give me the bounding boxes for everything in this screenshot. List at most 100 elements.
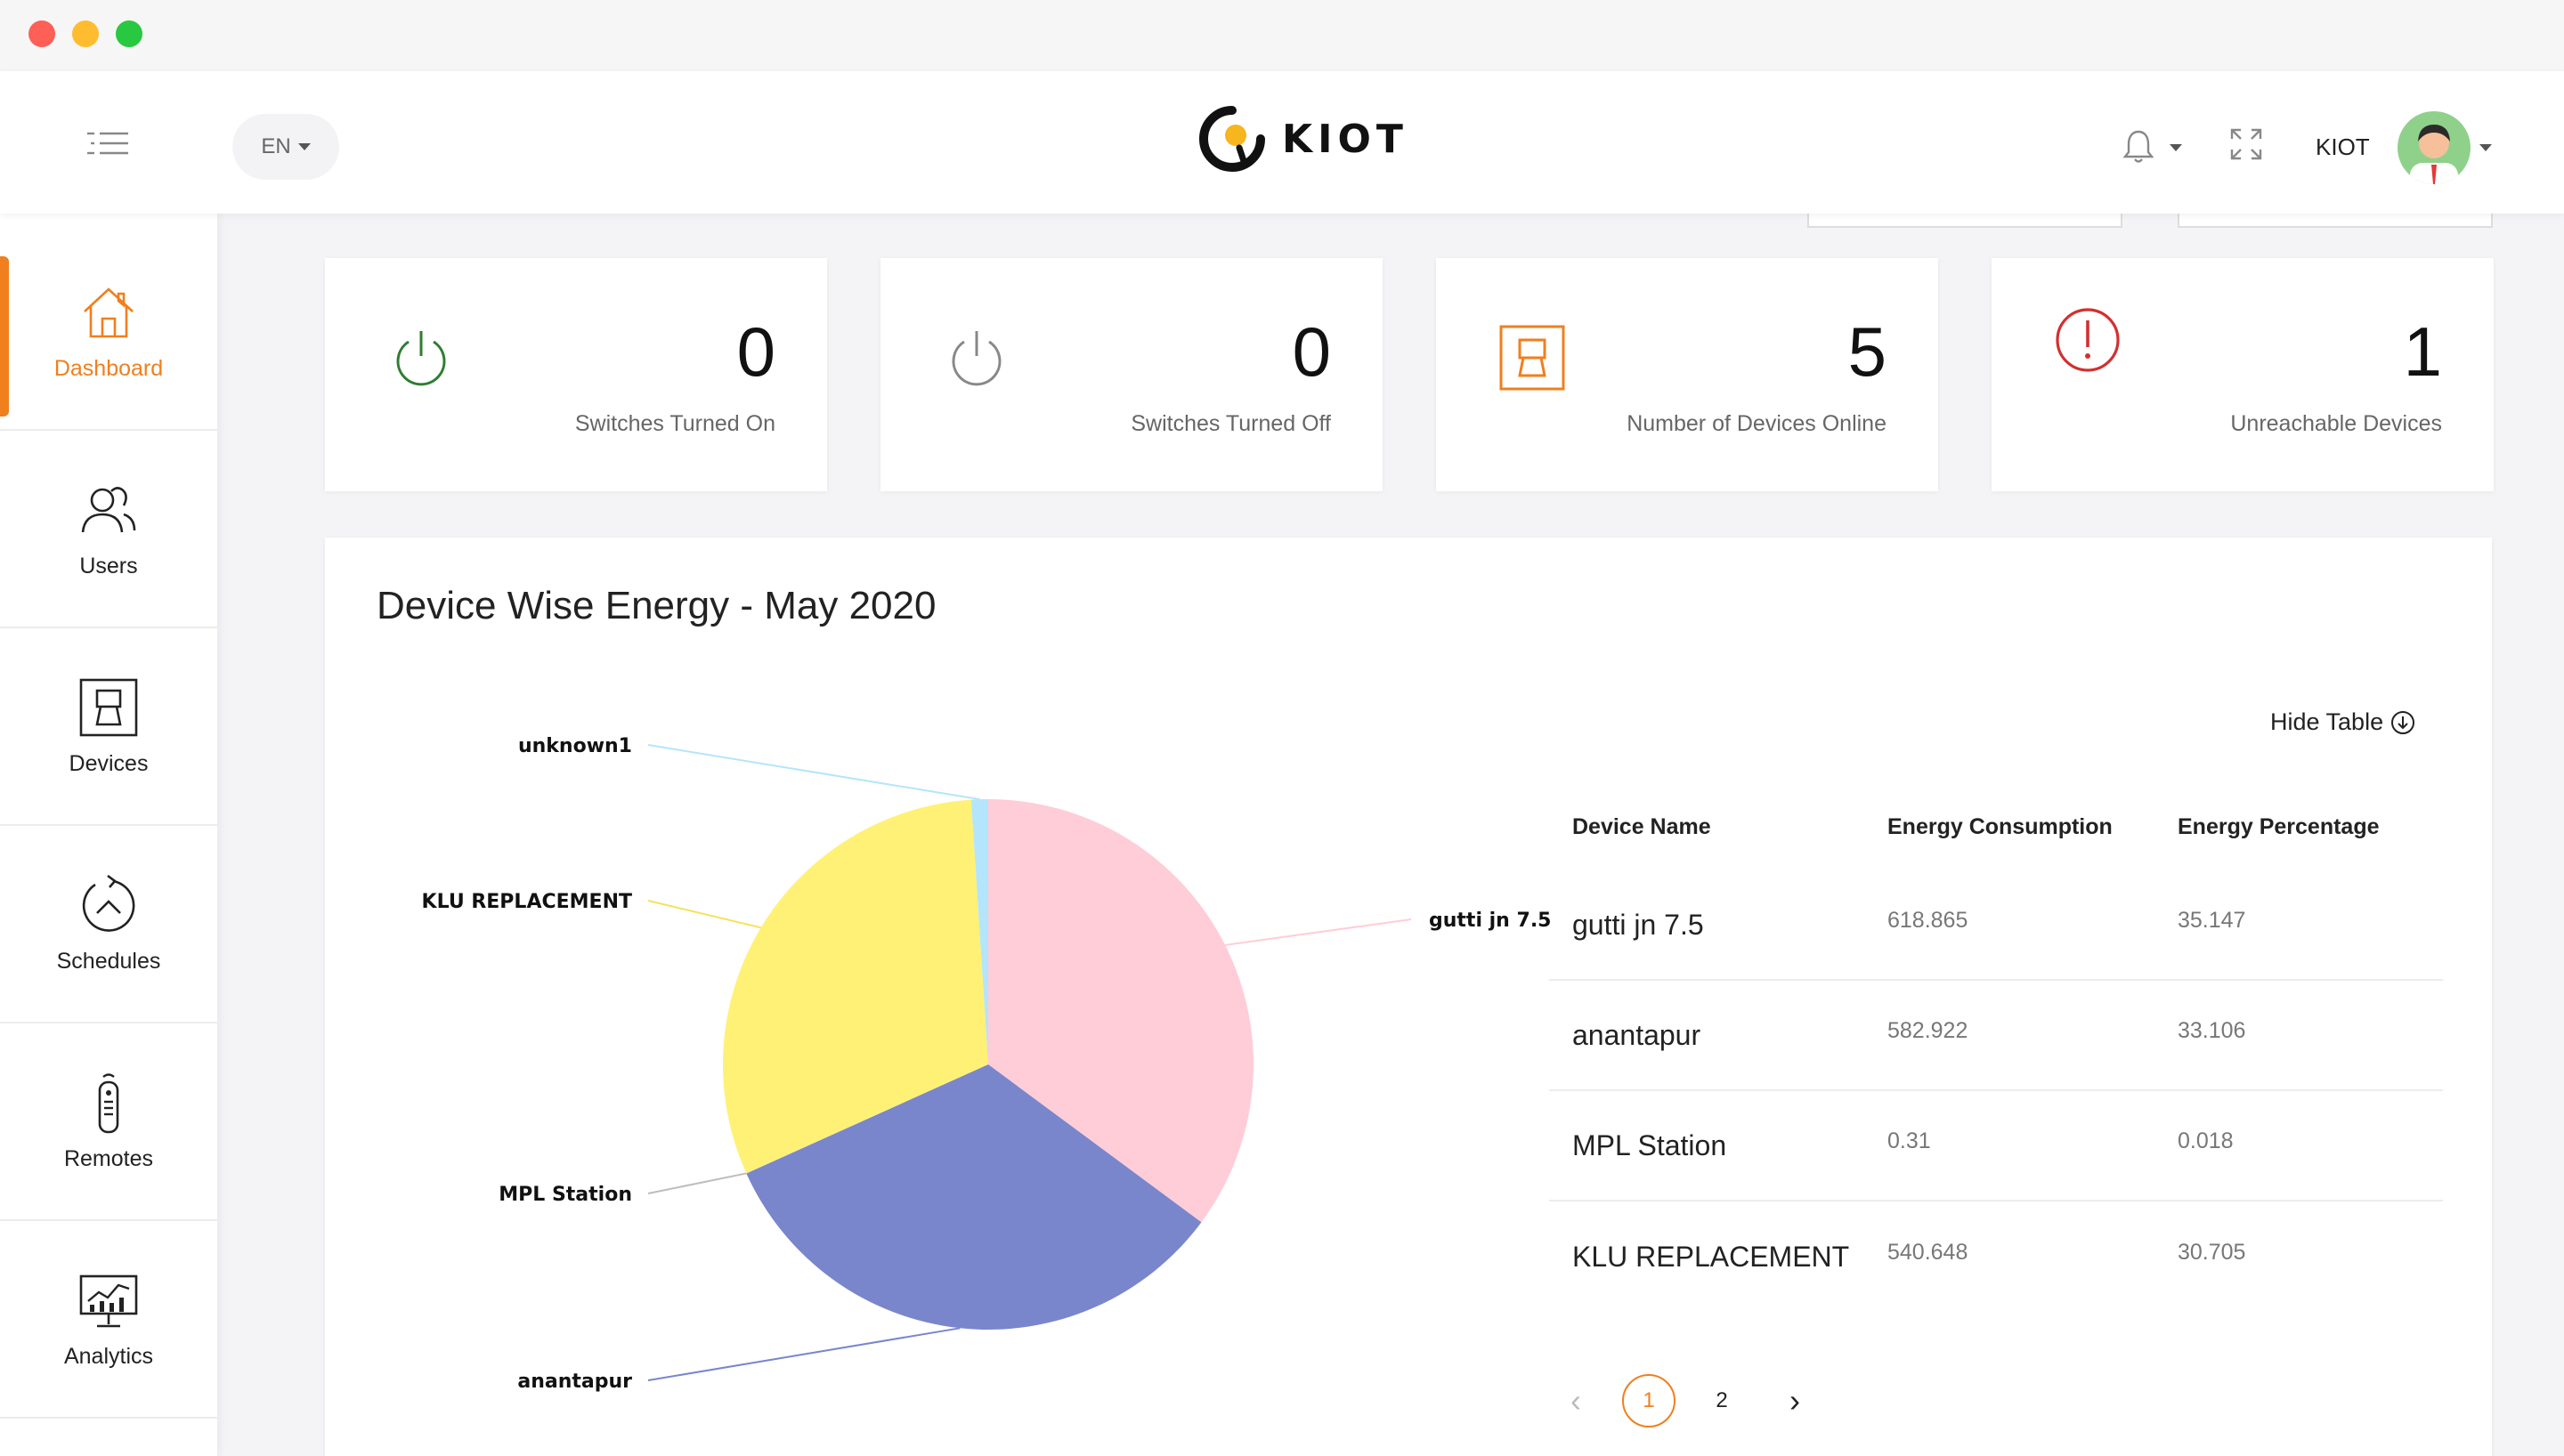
window-close-button[interactable]	[28, 20, 55, 47]
end-date-picker[interactable]	[2178, 214, 2493, 228]
language-label: EN	[261, 134, 291, 158]
bell-icon[interactable]	[2122, 128, 2154, 164]
pie-slice-unknown1[interactable]	[970, 799, 988, 1064]
device-name-cell: MPL Station	[1572, 1128, 1727, 1161]
sidebar-item-label: Schedules	[56, 948, 161, 974]
stat-label: Switches Turned Off	[1131, 411, 1331, 436]
window-maximize-button[interactable]	[116, 20, 142, 47]
energy-percentage-cell: 33.106	[2178, 1017, 2246, 1043]
stat-label: Number of Devices Online	[1627, 411, 1886, 436]
energy-panel: Device Wise Energy - May 2020 gutti jn 7…	[325, 538, 2492, 1456]
prev-page-button[interactable]: ‹	[1570, 1382, 1581, 1419]
pie-label: gutti jn 7.5	[1429, 910, 1551, 932]
table-row: anantapur 582.922 33.106	[1549, 981, 2443, 1091]
energy-consumption-cell: 618.865	[1887, 907, 1968, 933]
user-menu-chevron-icon[interactable]	[2479, 144, 2492, 151]
pie-leader-line	[647, 744, 980, 801]
arrow-down-circle-icon	[2391, 710, 2415, 734]
page-button-1[interactable]: 1	[1622, 1374, 1676, 1428]
column-header[interactable]: Energy Percentage	[2178, 813, 2380, 839]
energy-percentage-cell: 35.147	[2178, 907, 2246, 933]
table-header-row: Device Name Energy Consumption Energy Pe…	[1549, 805, 2443, 849]
brand-name: KIOT	[1282, 116, 1408, 162]
sidebar-item-dashboard[interactable]: Dashboard	[0, 233, 217, 431]
chevron-down-icon	[297, 143, 311, 150]
fullscreen-icon[interactable]	[2228, 126, 2264, 162]
column-header[interactable]: Energy Consumption	[1887, 813, 2113, 839]
pie-label: anantapur	[517, 1371, 632, 1393]
next-page-button[interactable]: ›	[1789, 1382, 1800, 1419]
stat-label: Switches Turned On	[574, 411, 775, 436]
window-titlebar	[0, 0, 2564, 71]
sidebar-item-schedules[interactable]: Schedules	[0, 826, 217, 1023]
stat-card-devices-online: 5 Number of Devices Online	[1436, 258, 1938, 491]
pie-slice-klu-replacement[interactable]	[723, 799, 988, 1174]
device-online-icon	[1499, 325, 1565, 391]
sidebar-item-label: Dashboard	[53, 355, 164, 381]
pie-slice-mpl-station[interactable]	[746, 1064, 988, 1174]
sidebar-item-remotes[interactable]: Remotes	[0, 1023, 217, 1221]
home-icon	[84, 287, 134, 337]
language-selector[interactable]: EN	[232, 114, 339, 180]
energy-consumption-cell: 0.31	[1887, 1128, 1931, 1153]
energy-table: Device Name Energy Consumption Energy Pe…	[1549, 805, 2443, 1312]
sidebar: Dashboard Users Devices Schedules	[0, 214, 217, 1456]
alert-icon	[2056, 308, 2120, 372]
stat-card-unreachable: 1 Unreachable Devices	[1992, 258, 2494, 491]
brand-logo[interactable]: KIOT	[1198, 105, 1408, 173]
device-name-cell: gutti jn 7.5	[1572, 908, 1704, 941]
sidebar-item-label: Users	[79, 553, 138, 578]
pie-leader-line	[647, 1172, 747, 1194]
pie-label: unknown1	[518, 735, 632, 757]
pagination: ‹ 1 2 ›	[1549, 1374, 1822, 1428]
users-icon	[81, 486, 136, 532]
energy-percentage-cell: 0.018	[2178, 1128, 2234, 1153]
menu-toggle-icon[interactable]	[85, 130, 130, 157]
stat-label: Unreachable Devices	[2230, 411, 2442, 436]
window-minimize-button[interactable]	[72, 20, 99, 47]
table-row: MPL Station 0.31 0.018	[1549, 1091, 2443, 1201]
column-header[interactable]: Device Name	[1572, 813, 1711, 839]
energy-consumption-cell: 582.922	[1887, 1017, 1968, 1043]
stat-card-switches-off: 0 Switches Turned Off	[880, 258, 1383, 491]
pie-slice-anantapur[interactable]	[746, 1064, 1202, 1330]
energy-pie-chart: gutti jn 7.5 anantapur MPL Station KLU REPL…	[422, 735, 1552, 1393]
page-button-2[interactable]: 2	[1716, 1388, 1728, 1412]
power-on-icon	[396, 331, 446, 386]
sidebar-item-label: Devices	[69, 750, 149, 776]
user-name[interactable]: KIOT	[2316, 133, 2370, 160]
pie-leader-line	[647, 900, 761, 929]
avatar[interactable]	[2398, 111, 2471, 184]
energy-percentage-cell: 30.705	[2178, 1239, 2246, 1265]
pie-leader-line	[1225, 918, 1412, 946]
panel-title: Device Wise Energy - May 2020	[377, 584, 937, 627]
stat-value: 1	[2403, 312, 2442, 391]
sidebar-item-analytics[interactable]: Analytics	[0, 1221, 217, 1419]
power-off-icon	[952, 331, 1002, 386]
sidebar-item-devices[interactable]: Devices	[0, 628, 217, 826]
device-name-cell: KLU REPLACEMENT	[1572, 1240, 1850, 1273]
pie-label: MPL Station	[499, 1184, 632, 1206]
device-icon	[79, 678, 138, 736]
table-row: KLU REPLACEMENT 540.648 30.705	[1549, 1201, 2443, 1312]
sidebar-item-users[interactable]: Users	[0, 431, 217, 628]
hide-table-label: Hide Table	[2270, 708, 2384, 735]
kiot-logo-icon	[1199, 106, 1265, 172]
notifications-chevron-icon[interactable]	[2170, 144, 2182, 151]
stat-value: 0	[1292, 312, 1331, 391]
pie-label: KLU REPLACEMENT	[422, 891, 632, 913]
sidebar-item-label: Analytics	[63, 1343, 154, 1369]
schedule-icon	[82, 874, 135, 932]
stat-value: 0	[736, 312, 775, 391]
start-date-picker[interactable]	[1807, 214, 2122, 228]
device-name-cell: anantapur	[1572, 1018, 1701, 1051]
stat-card-switches-on: 0 Switches Turned On	[325, 258, 827, 491]
table-row: gutti jn 7.5 618.865 35.147	[1549, 870, 2443, 981]
hide-table-button[interactable]: Hide Table	[2270, 708, 2415, 736]
pie-leader-line	[647, 1327, 961, 1381]
top-header: EN KIOT KIOT	[0, 71, 2564, 214]
remote-icon	[98, 1072, 119, 1133]
pie-slice-gutti-jn-7-5[interactable]	[988, 799, 1254, 1223]
energy-consumption-cell: 540.648	[1887, 1239, 1968, 1265]
sidebar-item-label: Remotes	[63, 1145, 154, 1171]
